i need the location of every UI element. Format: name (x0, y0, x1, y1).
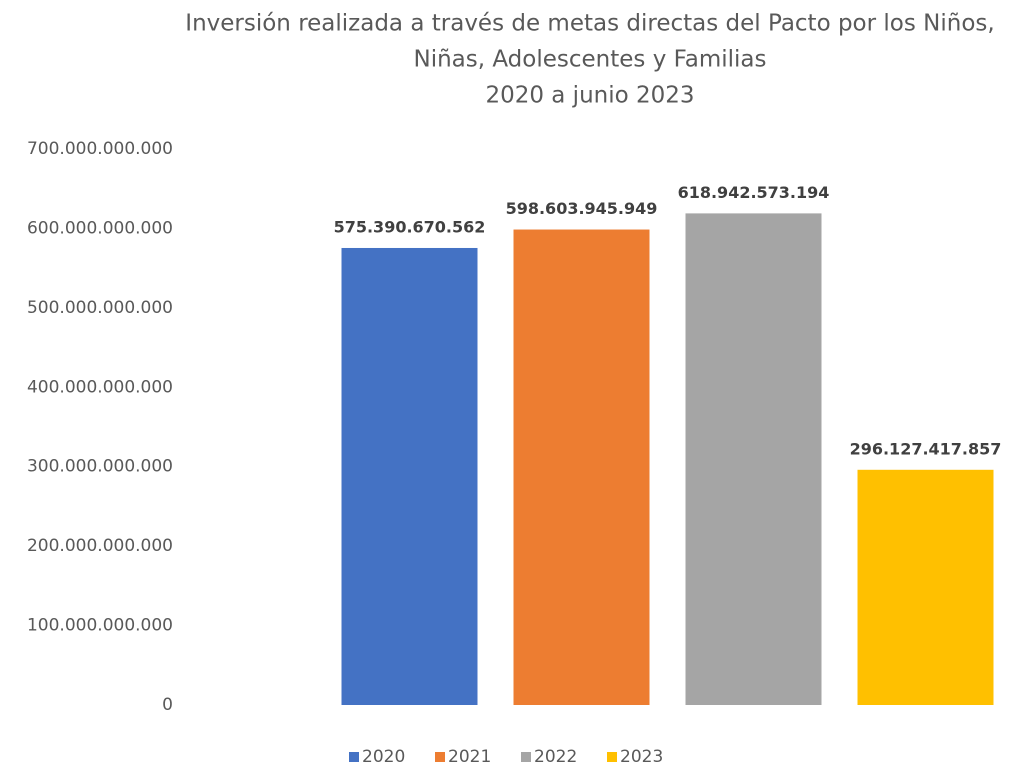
bar (513, 229, 650, 706)
y-tick-label: 400.000.000.000 (27, 377, 173, 397)
y-tick-label: 600.000.000.000 (27, 218, 173, 238)
bar (341, 247, 478, 705)
legend-swatch (349, 752, 359, 762)
data-label: 575.390.670.562 (334, 217, 486, 236)
legend-label: 2023 (620, 747, 663, 767)
bar (857, 469, 994, 705)
y-tick-label: 100.000.000.000 (27, 616, 173, 636)
y-tick-label: 0 (162, 695, 173, 715)
legend-swatch (607, 752, 617, 762)
data-label: 618.942.573.194 (678, 183, 830, 202)
legend-swatch (521, 752, 531, 762)
chart-title: 2020 a junio 2023 (485, 83, 694, 109)
chart-title: Niñas, Adolescentes y Familias (413, 47, 766, 73)
y-tick-label: 500.000.000.000 (27, 298, 173, 318)
bar (685, 213, 822, 705)
y-tick-label: 300.000.000.000 (27, 457, 173, 477)
data-label: 598.603.945.949 (506, 199, 658, 218)
y-tick-label: 200.000.000.000 (27, 536, 173, 556)
data-label: 296.127.417.857 (850, 439, 1002, 458)
y-tick-label: 700.000.000.000 (27, 139, 173, 159)
legend-label: 2020 (362, 747, 405, 767)
legend-label: 2021 (448, 747, 491, 767)
chart-title: Inversión realizada a través de metas di… (185, 11, 994, 37)
legend-label: 2022 (534, 747, 577, 767)
legend-swatch (435, 752, 445, 762)
